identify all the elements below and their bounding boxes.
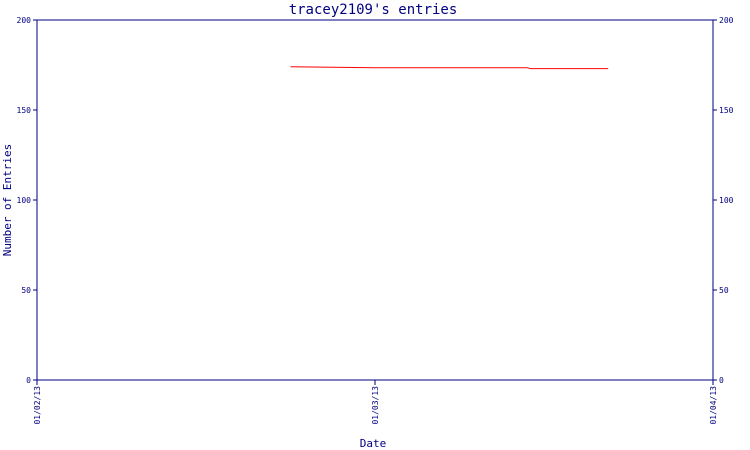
chart-title: tracey2109's entries: [289, 2, 458, 18]
y-tick-label-left: 200: [17, 16, 32, 25]
y-tick-label-right: 150: [719, 106, 734, 115]
series-group: [290, 66, 609, 70]
plot-area-frame: [36, 19, 714, 381]
y-axis-right: 0 50 100 150 200: [713, 16, 734, 385]
y-tick-label-right: 0: [719, 376, 724, 385]
x-axis: 01/02/13 01/03/13 01/04/13: [33, 380, 718, 425]
y-tick-label-left: 0: [26, 376, 31, 385]
y-tick-label-left: 50: [21, 286, 31, 295]
series-line: [290, 66, 609, 70]
y-tick-label-right: 50: [719, 286, 729, 295]
y-axis-left: 0 50 100 150 200: [17, 16, 37, 385]
y-tick-label-left: 100: [17, 196, 32, 205]
y-tick-label-left: 150: [17, 106, 32, 115]
y-tick-label-right: 100: [719, 196, 734, 205]
y-tick-label-right: 200: [719, 16, 734, 25]
x-tick-label: 01/02/13: [33, 386, 42, 425]
x-tick-label: 01/03/13: [371, 386, 380, 425]
x-tick-label: 01/04/13: [709, 386, 718, 425]
y-axis-label: Number of Entries: [1, 144, 14, 257]
x-axis-label: Date: [360, 437, 387, 450]
